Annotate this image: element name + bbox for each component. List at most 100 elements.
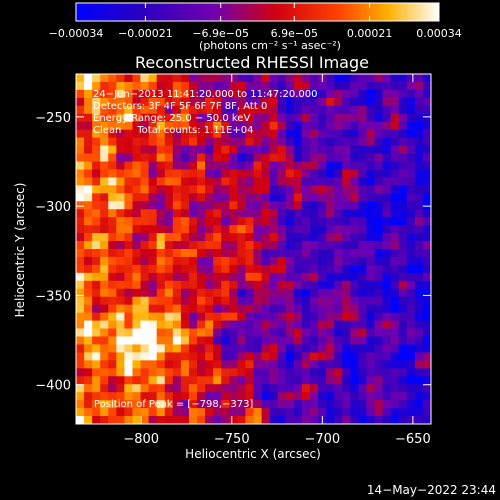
heatmap-cell bbox=[422, 296, 431, 306]
heatmap-cell bbox=[76, 352, 85, 361]
heatmap-cell bbox=[318, 328, 327, 338]
heatmap-cell bbox=[326, 113, 335, 123]
heatmap-cell bbox=[180, 81, 190, 91]
heatmap-cell bbox=[108, 193, 117, 202]
heatmap-cell bbox=[116, 312, 126, 322]
heatmap-cell bbox=[398, 288, 408, 298]
heatmap-cell bbox=[84, 264, 93, 274]
heatmap-cell bbox=[318, 209, 327, 218]
heatmap-cell bbox=[245, 201, 255, 210]
heatmap-cell bbox=[301, 288, 311, 298]
heatmap-cell bbox=[188, 256, 198, 266]
heatmap-cell bbox=[221, 336, 230, 346]
heatmap-cell bbox=[309, 288, 319, 298]
heatmap-cell bbox=[229, 201, 238, 210]
heatmap-cell bbox=[245, 121, 255, 131]
heatmap-cell bbox=[277, 280, 287, 290]
heatmap-cell bbox=[334, 169, 343, 178]
heatmap-cell bbox=[374, 264, 384, 274]
heatmap-cell bbox=[148, 368, 158, 377]
heatmap-cell bbox=[164, 97, 174, 107]
heatmap-cell bbox=[358, 193, 368, 202]
heatmap-cell bbox=[76, 153, 85, 163]
heatmap-cell bbox=[269, 153, 279, 163]
heatmap-cell bbox=[253, 129, 263, 139]
heatmap-cell bbox=[285, 217, 295, 226]
heatmap-cell bbox=[213, 105, 222, 115]
heatmap-cell bbox=[84, 201, 93, 210]
heatmap-cell bbox=[374, 209, 384, 218]
heatmap-cell bbox=[237, 105, 247, 115]
heatmap-cell bbox=[358, 89, 368, 99]
heatmap-cell bbox=[76, 384, 85, 393]
heatmap-cell bbox=[350, 416, 359, 424]
heatmap-cell bbox=[253, 161, 263, 171]
heatmap-cell bbox=[221, 113, 230, 123]
heatmap-cell bbox=[124, 121, 134, 131]
colorbar-ticks: −0.00034 −0.00021 −6.9e−05 6.9e−05 0.00021 0.… bbox=[49, 3, 462, 40]
heatmap-cell bbox=[358, 153, 368, 163]
heatmap-cell bbox=[374, 280, 384, 290]
heatmap-cell bbox=[406, 400, 416, 409]
heatmap-cell bbox=[245, 233, 255, 242]
heatmap-cell bbox=[197, 137, 206, 147]
heatmap-cell bbox=[269, 392, 279, 401]
heatmap-cell bbox=[76, 81, 85, 91]
heatmap-cell bbox=[197, 360, 206, 369]
heatmap-cell bbox=[84, 408, 93, 417]
heatmap-cell bbox=[406, 97, 416, 107]
heatmap-cell bbox=[269, 280, 279, 290]
heatmap-cell bbox=[414, 105, 424, 115]
heatmap-cell bbox=[237, 304, 247, 314]
heatmap-cell bbox=[382, 217, 392, 226]
heatmap-cell bbox=[132, 280, 142, 290]
heatmap-cell bbox=[358, 185, 368, 194]
heatmap-cell bbox=[293, 129, 303, 139]
heatmap-cell bbox=[342, 113, 351, 123]
heatmap-cell bbox=[180, 105, 190, 115]
heatmap-cell bbox=[366, 296, 376, 306]
heatmap-cell bbox=[84, 336, 93, 346]
heatmap-cell bbox=[108, 312, 117, 322]
heatmap-cell bbox=[100, 320, 109, 330]
heatmap-cell bbox=[132, 376, 142, 385]
heatmap-cell bbox=[253, 225, 263, 234]
heatmap-cell bbox=[213, 249, 222, 258]
heatmap-cell bbox=[124, 360, 134, 369]
heatmap-cell bbox=[261, 376, 271, 385]
heatmap-cell bbox=[197, 233, 206, 242]
heatmap-cell bbox=[213, 256, 222, 266]
heatmap-cell bbox=[148, 169, 158, 178]
heatmap-cell bbox=[164, 145, 174, 155]
heatmap-cell bbox=[116, 280, 126, 290]
heatmap-cell bbox=[84, 233, 93, 242]
heatmap-cell bbox=[342, 185, 351, 194]
heatmap-cell bbox=[205, 272, 214, 282]
heatmap-cell bbox=[309, 368, 319, 377]
heatmap-cell bbox=[180, 113, 190, 123]
heatmap-cell bbox=[285, 360, 295, 369]
heatmap-cell bbox=[213, 336, 222, 346]
heatmap-cell bbox=[326, 81, 335, 91]
heatmap-cell bbox=[156, 304, 166, 314]
heatmap-cell bbox=[221, 368, 230, 377]
heatmap-cell bbox=[108, 177, 117, 186]
heatmap-cell bbox=[326, 201, 335, 210]
heatmap-cell bbox=[342, 121, 351, 131]
heatmap-cell bbox=[245, 193, 255, 202]
heatmap-cell bbox=[205, 74, 214, 83]
heatmap-cell bbox=[277, 400, 287, 409]
heatmap-cell bbox=[132, 225, 142, 234]
heatmap-cell bbox=[318, 264, 327, 274]
heatmap-cell bbox=[197, 225, 206, 234]
heatmap-cell bbox=[205, 161, 214, 171]
heatmap-cell bbox=[366, 288, 376, 298]
heatmap-cell bbox=[245, 145, 255, 155]
heatmap-cell bbox=[277, 169, 287, 178]
heatmap-cell bbox=[398, 121, 408, 131]
heatmap-cell bbox=[414, 296, 424, 306]
heatmap-cell bbox=[358, 129, 368, 139]
heatmap-cell bbox=[422, 241, 431, 250]
heatmap-cell bbox=[309, 89, 319, 99]
